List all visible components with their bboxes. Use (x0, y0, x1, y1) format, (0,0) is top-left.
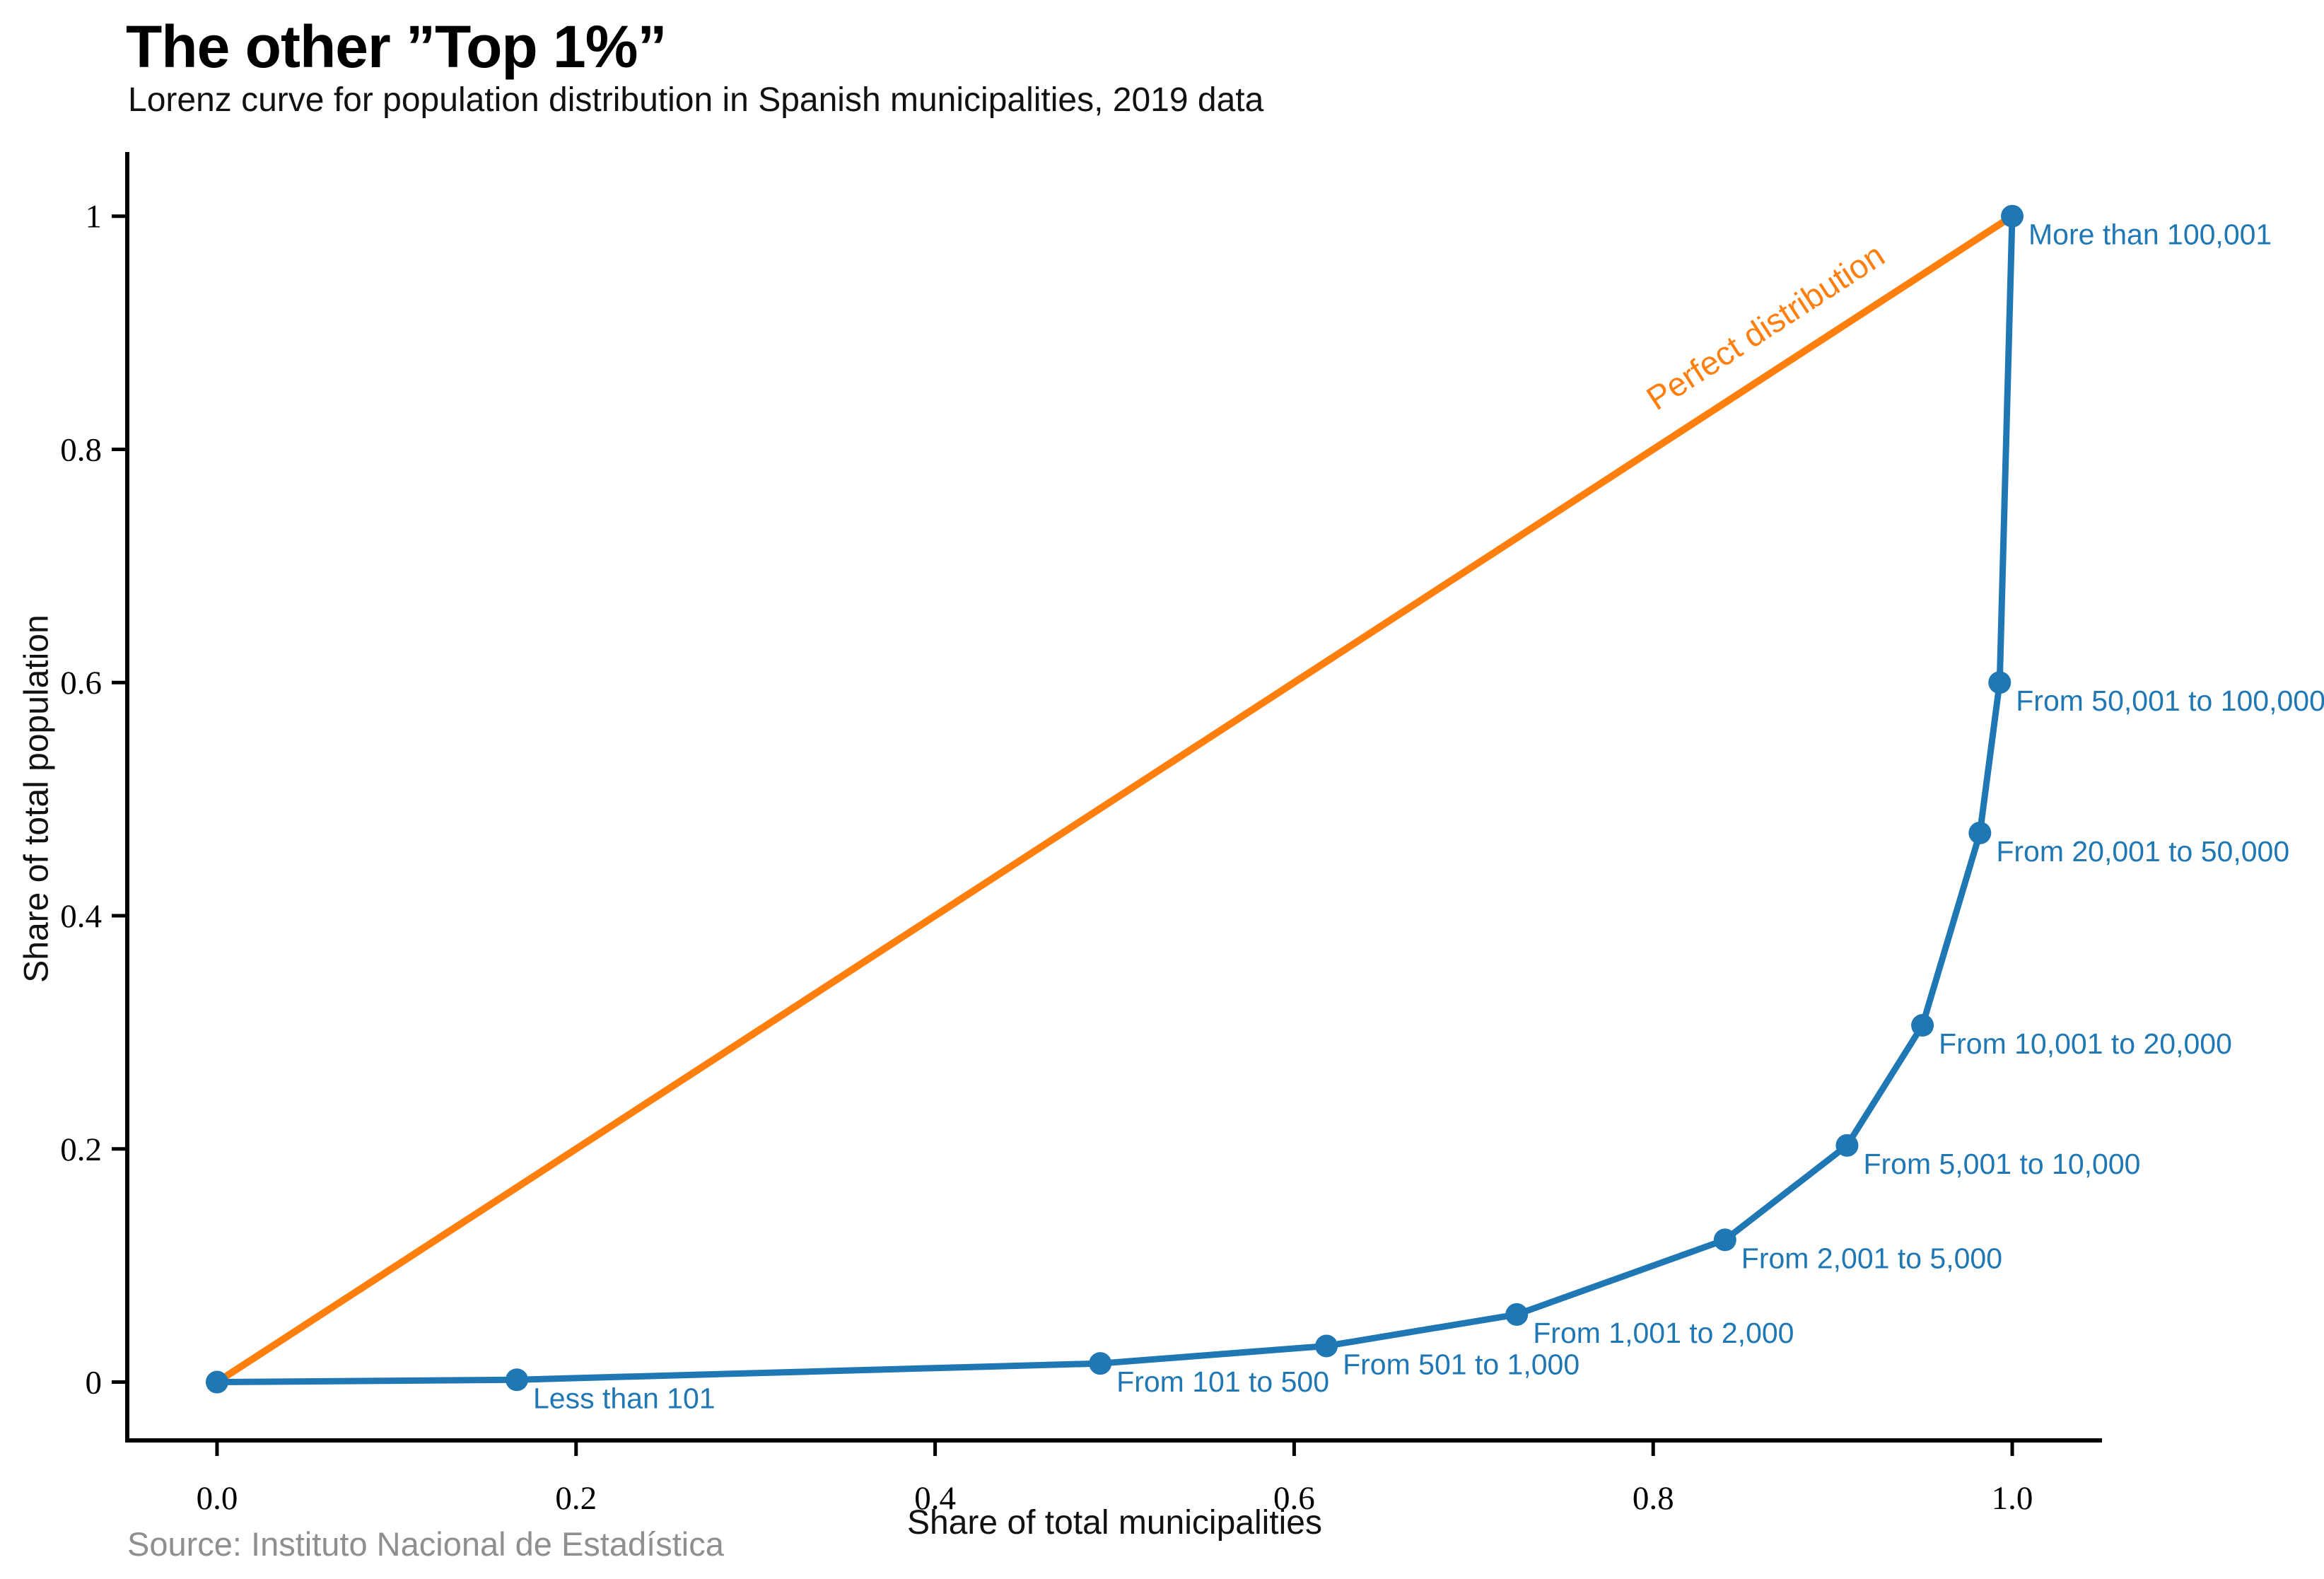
data-point (1968, 821, 1992, 844)
data-point (1505, 1303, 1529, 1326)
y-tick-label: 1 (86, 199, 103, 235)
data-point-label: More than 100,001 (2028, 219, 2272, 251)
x-tick-label: 0.2 (555, 1480, 597, 1517)
y-axis-title: Share of total population (18, 614, 56, 983)
data-point (1089, 1352, 1112, 1375)
data-point-label: From 2,001 to 5,000 (1741, 1242, 2002, 1274)
x-tick-label: 0.8 (1633, 1480, 1674, 1517)
data-point-label: From 1,001 to 2,000 (1533, 1317, 1794, 1349)
data-point (1835, 1134, 1859, 1157)
data-point (505, 1368, 528, 1392)
data-point-label: From 5,001 to 10,000 (1863, 1148, 2140, 1180)
x-tick-label: 1.0 (1992, 1480, 2033, 1517)
chart-subtitle: Lorenz curve for population distribution… (128, 81, 1264, 119)
x-tick-label: 0.0 (197, 1480, 238, 1517)
perfect-distribution-line (215, 213, 2014, 1385)
y-tick-label: 0 (86, 1365, 103, 1402)
y-tick-label: 0.6 (60, 665, 102, 701)
data-point-label: From 501 to 1,000 (1343, 1348, 1579, 1380)
x-tick-label: 0.4 (914, 1480, 956, 1517)
data-point-label: From 101 to 500 (1116, 1365, 1329, 1398)
chart-title: The other ”Top 1%” (126, 13, 667, 80)
data-point (1315, 1334, 1338, 1358)
data-point (1988, 671, 2011, 694)
data-point-label: From 10,001 to 20,000 (1939, 1027, 2232, 1060)
perfect-distribution-label: Perfect distribution (1640, 235, 1891, 416)
data-point-label: From 20,001 to 50,000 (1996, 835, 2289, 868)
source-note: Source: Instituto Nacional de Estadístic… (127, 1525, 724, 1563)
y-tick-label: 0.2 (60, 1131, 102, 1168)
y-tick-label: 0.8 (60, 431, 102, 468)
data-point-label: From 50,001 to 100,000 (2016, 684, 2324, 717)
y-tick-label: 0.4 (60, 898, 102, 935)
data-point (205, 1370, 228, 1394)
x-axis-title: Share of total municipalities (907, 1504, 1322, 1542)
x-tick-label: 0.6 (1273, 1480, 1315, 1517)
data-point (2001, 204, 2024, 228)
data-point-label: Less than 101 (533, 1382, 716, 1414)
data-point (1713, 1228, 1736, 1252)
data-point (1911, 1014, 1934, 1037)
